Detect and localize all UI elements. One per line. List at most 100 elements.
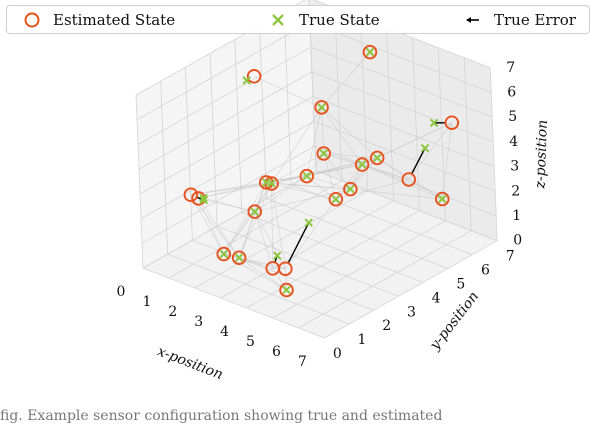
network-edge — [254, 175, 307, 212]
gridline — [216, 225, 399, 297]
gridline — [220, 200, 394, 299]
true-point — [199, 195, 209, 205]
gridline — [234, 39, 243, 213]
gridline — [194, 190, 368, 289]
data-markers — [183, 44, 460, 298]
true-point — [420, 143, 430, 153]
network-edge — [223, 183, 272, 255]
network-edge — [238, 211, 256, 258]
estimated-point — [401, 172, 417, 187]
estimated-point — [246, 69, 262, 84]
network-edge — [321, 107, 325, 154]
estimated-point — [343, 181, 358, 197]
network-edge — [285, 268, 287, 290]
gridline — [168, 180, 342, 279]
x-tick-label: 6 — [272, 344, 281, 360]
gridline — [310, 46, 493, 118]
z-tick-label: 3 — [510, 159, 519, 175]
true-point — [319, 149, 329, 158]
true-point — [282, 285, 291, 295]
estimated-point — [435, 191, 450, 207]
estimated-point — [444, 115, 460, 130]
estimated-point — [316, 146, 331, 161]
legend-label-estimated: Estimated State — [53, 10, 176, 29]
network-edge — [223, 182, 267, 255]
network-edge — [377, 122, 452, 159]
y-tick-label: 4 — [432, 290, 441, 306]
network-edge — [285, 198, 337, 269]
true-point — [346, 184, 355, 194]
x-tick-label: 2 — [168, 304, 177, 320]
true-point — [219, 249, 229, 259]
network-edge — [238, 183, 272, 258]
network-edge — [271, 183, 274, 269]
network-edge — [271, 153, 324, 184]
gridline — [167, 253, 350, 325]
gridline — [140, 120, 315, 219]
estimated-point — [247, 204, 262, 219]
estimated-point — [183, 187, 199, 203]
gridline — [139, 96, 314, 195]
true-point — [372, 153, 382, 163]
gridline — [309, 22, 492, 93]
error-arrow — [411, 147, 426, 174]
z-tick-label: 7 — [506, 60, 515, 76]
network-edge — [335, 157, 378, 200]
z-tick-label: 4 — [509, 134, 518, 150]
gridline — [135, 95, 144, 269]
gridline — [141, 145, 316, 244]
network-edge — [198, 198, 240, 258]
network-edge — [323, 153, 337, 200]
gridline — [138, 71, 313, 170]
y-tick-label: 5 — [456, 277, 465, 293]
true-point — [304, 218, 314, 227]
true-point — [234, 253, 244, 263]
legend-item-error: True Error — [462, 6, 576, 33]
gridline — [412, 37, 420, 211]
network-edge — [350, 188, 443, 200]
gridline — [259, 25, 267, 199]
estimated-point — [278, 261, 293, 276]
network-edge — [306, 164, 363, 177]
legend-label-true: True State — [299, 10, 380, 29]
y-tick-label: 6 — [481, 263, 490, 279]
network-edge — [306, 175, 351, 190]
true-point — [250, 207, 260, 216]
gridline — [246, 210, 420, 309]
true-point — [317, 103, 326, 112]
estimated-point — [328, 191, 344, 207]
x-tick-label: 0 — [117, 284, 126, 300]
y-tick-label: 7 — [506, 249, 515, 265]
gridline — [142, 267, 325, 339]
gridline — [209, 53, 218, 227]
arrow-left-icon — [466, 16, 479, 23]
network-edge — [271, 183, 336, 200]
network-edge — [323, 153, 351, 190]
z-tick-label: 0 — [513, 233, 522, 249]
network-edge — [198, 182, 267, 199]
y-tick-label: 2 — [382, 318, 391, 334]
true-point — [365, 47, 375, 57]
estimated-point — [362, 44, 378, 60]
network-edge — [361, 164, 409, 180]
gridline — [314, 145, 497, 217]
gridline — [438, 47, 446, 221]
network-edge — [271, 183, 286, 269]
gridline — [313, 120, 496, 192]
gridline — [185, 67, 193, 241]
network-edge — [306, 107, 322, 177]
estimated-point — [279, 282, 294, 298]
true-point — [437, 194, 447, 204]
y-tick-label: 1 — [358, 332, 367, 348]
network-edge — [253, 75, 322, 108]
z-tick-label: 1 — [512, 208, 521, 224]
true-point — [302, 171, 312, 181]
network-edge — [271, 107, 322, 184]
legend: Estimated State True State True Error — [6, 5, 590, 34]
legend-item-estimated: Estimated State — [21, 6, 175, 33]
z-axis-label: z-position — [532, 119, 550, 189]
true-point — [429, 118, 439, 128]
network-edge — [198, 198, 225, 255]
floor-pane — [143, 170, 498, 338]
